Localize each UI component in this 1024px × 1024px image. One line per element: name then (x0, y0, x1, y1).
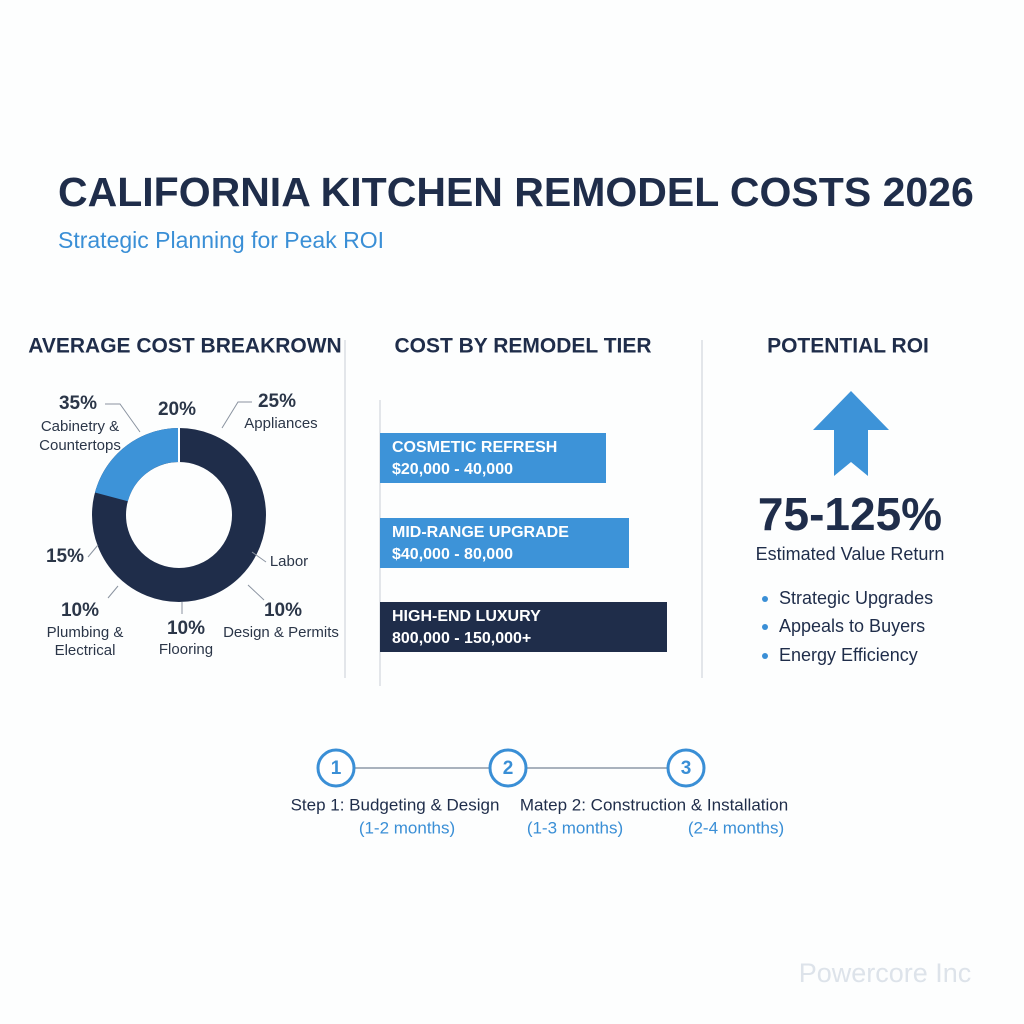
watermark: Powercore Inc (799, 958, 972, 988)
tier-bar (380, 433, 606, 483)
leader-line (221, 401, 252, 429)
bullet (762, 596, 768, 602)
tier-range: $20,000 - 40,000 (392, 461, 513, 478)
percent-label: 10% (264, 600, 302, 621)
tier-range: 800,000 - 150,000+ (392, 630, 531, 647)
tier-name: HIGH-END LUXURY (392, 608, 541, 625)
section-title: COST BY REMODEL TIER (394, 335, 651, 358)
step-duration: (1-3 months) (527, 818, 623, 837)
percent-label: 10% (61, 600, 99, 621)
step-circle (666, 748, 706, 788)
tier-bar (380, 518, 629, 568)
leader-line (251, 551, 267, 563)
segment-label: Appliances (244, 415, 317, 432)
roi-bullet: Energy Efficiency (779, 645, 918, 665)
leader-line (105, 403, 141, 433)
step-duration: (2-4 months) (688, 818, 784, 837)
step-number: 3 (681, 758, 692, 779)
step-number: 1 (331, 758, 342, 779)
step-duration: (1-2 months) (359, 818, 455, 837)
segment-label: Flooring (159, 641, 213, 658)
step-number: 2 (503, 758, 514, 779)
segment-label: Electrical (55, 642, 116, 659)
tier-range: $40,000 - 80,000 (392, 546, 513, 563)
leader-line (247, 584, 265, 601)
section-title: POTENTIAL ROI (767, 335, 929, 358)
donut-segment (94, 428, 180, 502)
tier-bar (380, 602, 667, 652)
roi-arrow (813, 391, 889, 476)
percent-label: 20% (158, 399, 196, 420)
segment-label: Design & Permits (223, 624, 339, 641)
segment-label: Countertops (39, 437, 121, 454)
segment-label: Plumbing & (47, 624, 124, 641)
roi-bullet: Strategic Upgrades (779, 588, 933, 608)
subtitle: Strategic Planning for Peak ROI (58, 227, 384, 253)
percent-label: 25% (258, 391, 296, 412)
leader-line (87, 544, 99, 558)
step-label: Matep 2: Construction & Installation (520, 795, 788, 814)
leader-line (107, 585, 119, 599)
roi-caption: Estimated Value Return (756, 544, 945, 564)
roi-value: 75-125% (758, 488, 942, 540)
percent-label: 15% (46, 546, 84, 567)
tier-name: COSMETIC REFRESH (392, 439, 557, 456)
percent-label: 35% (59, 393, 97, 414)
roi-bullet: Appeals to Buyers (779, 616, 925, 636)
tier-name: MID-RANGE UPGRADE (392, 524, 569, 541)
segment-label: Labor (270, 553, 308, 570)
bullet (762, 653, 768, 659)
segment-label: Cabinetry & (41, 418, 119, 435)
step-circle (488, 748, 528, 788)
percent-label: 10% (167, 618, 205, 639)
step-label: Step 1: Budgeting & Design (291, 795, 500, 814)
bullet (762, 624, 768, 630)
section-title: AVERAGE COST BREAKROWN (28, 335, 341, 358)
title: CALIFORNIA KITCHEN REMODEL COSTS 2026 (58, 169, 974, 215)
step-circle (316, 748, 356, 788)
